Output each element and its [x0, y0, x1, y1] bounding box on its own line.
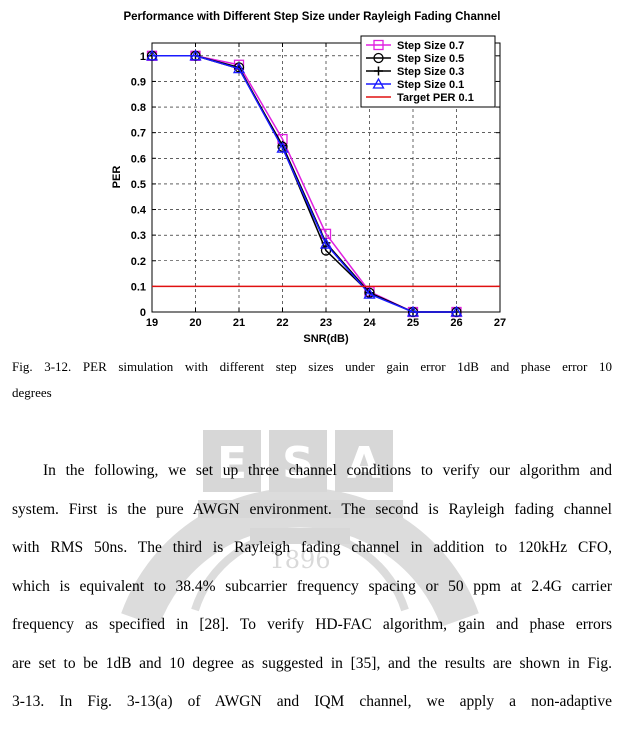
data-point [406, 305, 420, 317]
series-3 [145, 49, 463, 317]
y-tick-label: 0 [140, 307, 146, 319]
paragraph-line: frequency as specified in [28]. To verif… [12, 616, 612, 633]
y-tick-label: 0.2 [131, 256, 146, 268]
y-axis-label: PER [111, 166, 123, 189]
caption-line-2: degrees [12, 385, 52, 400]
series-line [152, 55, 457, 313]
data-point [189, 49, 202, 61]
data-point [372, 77, 385, 89]
figure-caption: Fig. 3-12. PER simulation with different… [12, 354, 612, 406]
x-tick-label: 26 [450, 317, 462, 329]
data-point [373, 52, 384, 64]
legend-label: Target PER 0.1 [397, 92, 474, 104]
paragraph-line: with RMS 50ns. The third is Rayleigh fad… [12, 539, 612, 556]
x-tick-label: 20 [189, 317, 201, 329]
data-point [319, 237, 333, 249]
data-point [373, 39, 384, 51]
chart-series [145, 49, 500, 318]
y-tick-label: 0.3 [131, 230, 146, 242]
paragraph-line: system. First is the pure AWGN environme… [12, 500, 612, 518]
body-paragraph: In the following, we set up three channe… [12, 452, 612, 722]
y-tick-label: 0.4 [131, 205, 147, 217]
data-point [450, 305, 463, 317]
svg-text:E: E [217, 438, 247, 489]
x-tick-label: 22 [276, 317, 288, 329]
y-tick-label: 0.1 [131, 281, 146, 293]
svg-text:S: S [282, 438, 314, 489]
x-tick-label: 24 [363, 317, 376, 329]
x-tick-label: 19 [146, 317, 158, 329]
y-tick-label: 0.8 [131, 102, 146, 114]
x-axis-label: SNR(dB) [303, 333, 349, 345]
y-tick-label: 0.9 [131, 76, 146, 88]
data-point [374, 66, 383, 76]
y-axis-ticks: 0 0.1 0.2 0.3 0.4 0.5 0.6 0.7 0.8 0.9 1 [131, 51, 500, 319]
svg-text:A: A [347, 438, 381, 489]
data-point [363, 287, 376, 299]
x-tick-label: 23 [320, 317, 332, 329]
paragraph-line: In the following, we set up three channe… [43, 462, 612, 479]
svg-text:1896: 1896 [269, 546, 330, 574]
chart-title: Performance with Different Step Size und… [123, 11, 500, 23]
data-point [276, 141, 289, 153]
y-tick-label: 0.6 [131, 153, 146, 165]
data-point [145, 49, 159, 61]
legend-label: Step Size 0.7 [397, 40, 464, 52]
x-axis-ticks: 19 20 21 22 23 24 25 26 27 [146, 43, 506, 329]
x-tick-label: 27 [494, 317, 506, 329]
y-tick-label: 1 [140, 51, 146, 63]
legend-label: Step Size 0.3 [397, 66, 464, 78]
y-tick-label: 0.5 [131, 179, 146, 191]
x-tick-label: 21 [233, 317, 245, 329]
legend-label: Step Size 0.1 [397, 79, 464, 91]
data-point [232, 62, 246, 74]
paragraph-line: which is equivalent to 38.4% subcarrier … [12, 577, 612, 595]
paragraph-line: are set to be 1dB and 10 degree as sugge… [12, 654, 612, 672]
paragraph-line: 3-13. In Fig. 3-13(a) of AWGN and IQM ch… [12, 693, 612, 710]
legend-label: Step Size 0.5 [397, 53, 464, 65]
x-tick-label: 25 [407, 317, 419, 329]
y-tick-label: 0.7 [131, 128, 146, 140]
per-chart: Performance with Different Step Size und… [111, 11, 506, 345]
watermark-seal: E S A 1896 [121, 430, 479, 627]
caption-line-1: Fig. 3-12. PER simulation with different… [12, 359, 612, 374]
